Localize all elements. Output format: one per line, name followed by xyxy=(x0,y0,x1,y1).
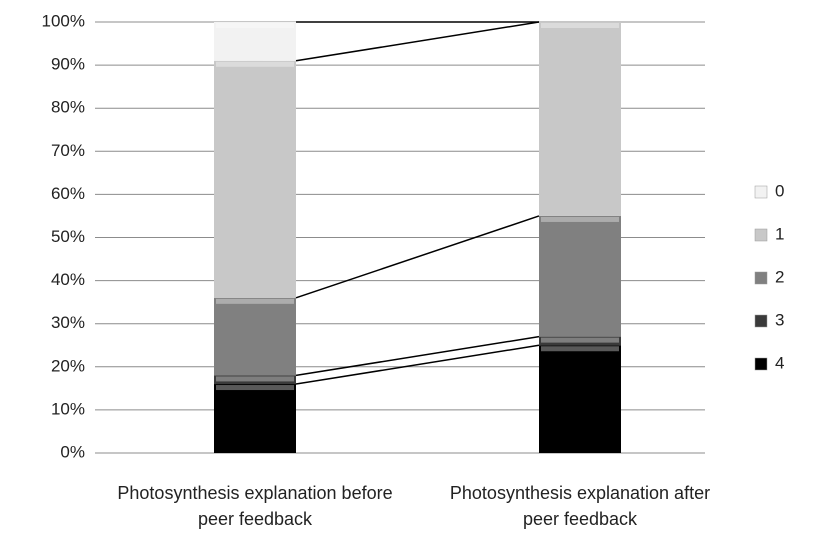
legend-label: 3 xyxy=(775,310,784,329)
bar-sheen xyxy=(214,375,296,385)
y-tick-label: 90% xyxy=(51,55,85,74)
bar-sheen xyxy=(539,215,621,337)
bar-sheen xyxy=(214,384,296,453)
legend-label: 2 xyxy=(775,267,784,286)
x-tick-label: Photosynthesis explanation after peer fe… xyxy=(449,483,711,529)
bar-sheen xyxy=(214,22,296,61)
chart: 0% 10% 20% 30% 40% 50% 60% 70% 80% 90% 100% 4 3 2 1 0 xyxy=(42,11,785,461)
y-tick-label: 0% xyxy=(60,442,85,461)
legend-label: 0 xyxy=(775,181,784,200)
y-tick-label: 80% xyxy=(51,98,85,117)
y-tick-label: 70% xyxy=(51,141,85,160)
legend-swatch xyxy=(754,314,768,328)
bar-bevel xyxy=(541,346,619,352)
x-tick-label: Photosynthesis explanation before peer f… xyxy=(117,483,393,529)
legend-swatch xyxy=(754,357,768,371)
legend-swatch xyxy=(754,185,768,199)
bar-bevel xyxy=(541,216,619,222)
bar-sheen xyxy=(539,336,621,346)
y-tick-label: 20% xyxy=(51,356,85,375)
bar-sheen xyxy=(214,60,296,298)
bar-sheen xyxy=(214,297,296,376)
series-line xyxy=(295,215,540,299)
bar-bevel xyxy=(216,23,294,28)
bar-bevel xyxy=(541,23,619,28)
y-tick-label: 100% xyxy=(42,11,85,30)
bar-bevel xyxy=(541,337,619,343)
bar-sheen xyxy=(539,345,621,453)
bar-bevel xyxy=(216,385,294,391)
bar-sheen xyxy=(539,22,621,216)
legend-swatch xyxy=(754,271,768,285)
y-tick-label: 60% xyxy=(51,184,85,203)
bar-bevel xyxy=(216,61,294,67)
legend-label: 4 xyxy=(775,353,784,372)
legend-label: 1 xyxy=(775,224,784,243)
y-tick-label: 30% xyxy=(51,313,85,332)
y-tick-label: 10% xyxy=(51,399,85,418)
series-line xyxy=(295,21,540,62)
bar-bevel xyxy=(216,298,294,304)
y-tick-label: 40% xyxy=(51,270,85,289)
bar-bevel xyxy=(216,376,294,382)
y-tick-label: 50% xyxy=(51,227,85,246)
series-line xyxy=(295,335,540,377)
series-line xyxy=(295,344,540,385)
legend-swatch xyxy=(754,228,768,242)
